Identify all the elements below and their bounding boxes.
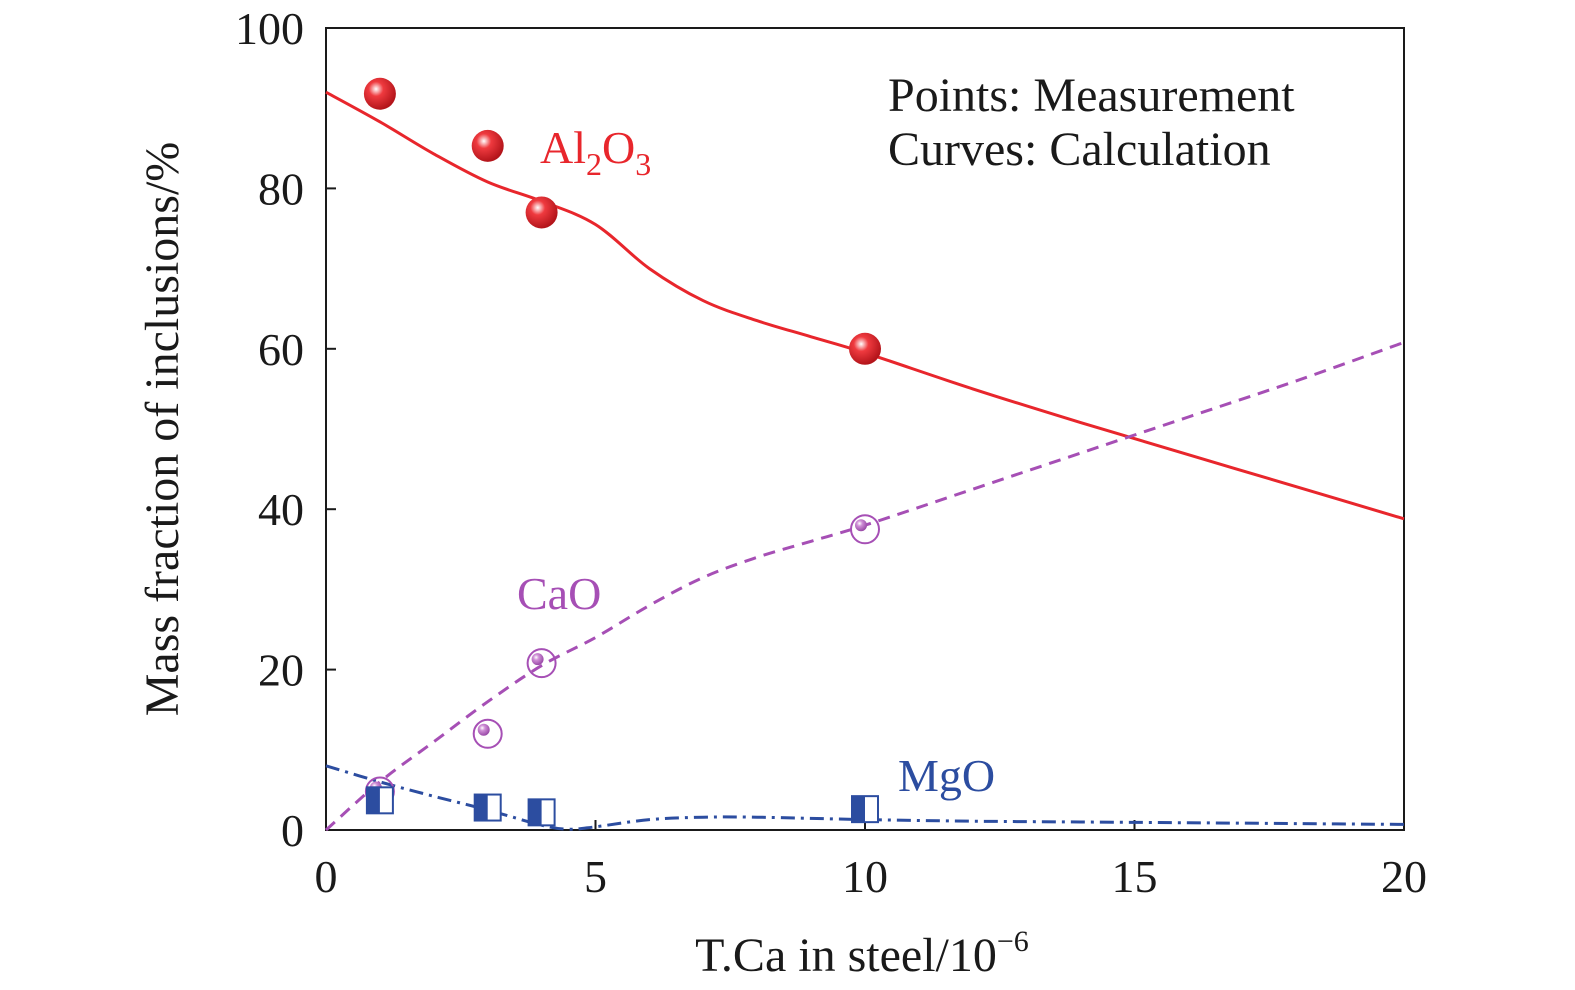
x-tick-label: 15	[1112, 851, 1158, 902]
annotation-measurement: Points: Measurement	[888, 69, 1295, 122]
series-label-al2o3: Al2O3	[540, 122, 651, 182]
point-cao	[850, 514, 880, 545]
curve-mgo	[325, 764, 1405, 831]
x-axis-title-exponent: −6	[997, 925, 1029, 958]
curve-cao	[325, 340, 1405, 832]
x-tick-label: 0	[315, 851, 338, 902]
point-al2o3	[849, 332, 881, 365]
annotation-calculation: Curves: Calculation	[888, 123, 1271, 176]
x-tick-label: 20	[1381, 851, 1427, 902]
y-tick-label: 0	[281, 805, 304, 856]
y-tick-label: 20	[258, 645, 304, 696]
y-tick-label: 100	[235, 3, 304, 54]
series-markers	[363, 77, 881, 827]
x-axis-title-text: T.Ca in steel/10	[695, 929, 997, 982]
point-mgo	[473, 793, 502, 822]
y-tick-label: 80	[258, 163, 304, 214]
al2o3-label-sub2: 3	[635, 146, 651, 182]
point-cao	[526, 648, 557, 679]
y-tick-label: 60	[258, 324, 304, 375]
x-tick-label: 5	[584, 851, 607, 902]
point-mgo	[527, 798, 556, 827]
x-axis-title: T.Ca in steel/10−6	[695, 925, 1029, 982]
point-mgo	[365, 786, 394, 815]
point-cao	[472, 718, 503, 749]
al2o3-label-o: O	[602, 122, 635, 173]
series-curves	[325, 90, 1405, 832]
series-label-cao: CaO	[517, 568, 601, 619]
point-al2o3	[363, 77, 396, 110]
x-tick-label: 10	[842, 851, 888, 902]
al2o3-label-al: Al	[540, 122, 586, 173]
al2o3-label-sub1: 2	[586, 146, 602, 182]
y-tick-label: 40	[258, 484, 304, 535]
point-mgo	[851, 795, 879, 824]
axis-ticks: 0 5 10 15 20 0 20 40 60 80 100	[235, 3, 1427, 902]
point-al2o3	[471, 129, 504, 162]
series-label-mgo: MgO	[898, 750, 995, 801]
point-al2o3	[525, 196, 558, 229]
y-axis-title: Mass fraction of inclusions/%	[136, 142, 189, 717]
curve-al2o3	[325, 90, 1405, 521]
